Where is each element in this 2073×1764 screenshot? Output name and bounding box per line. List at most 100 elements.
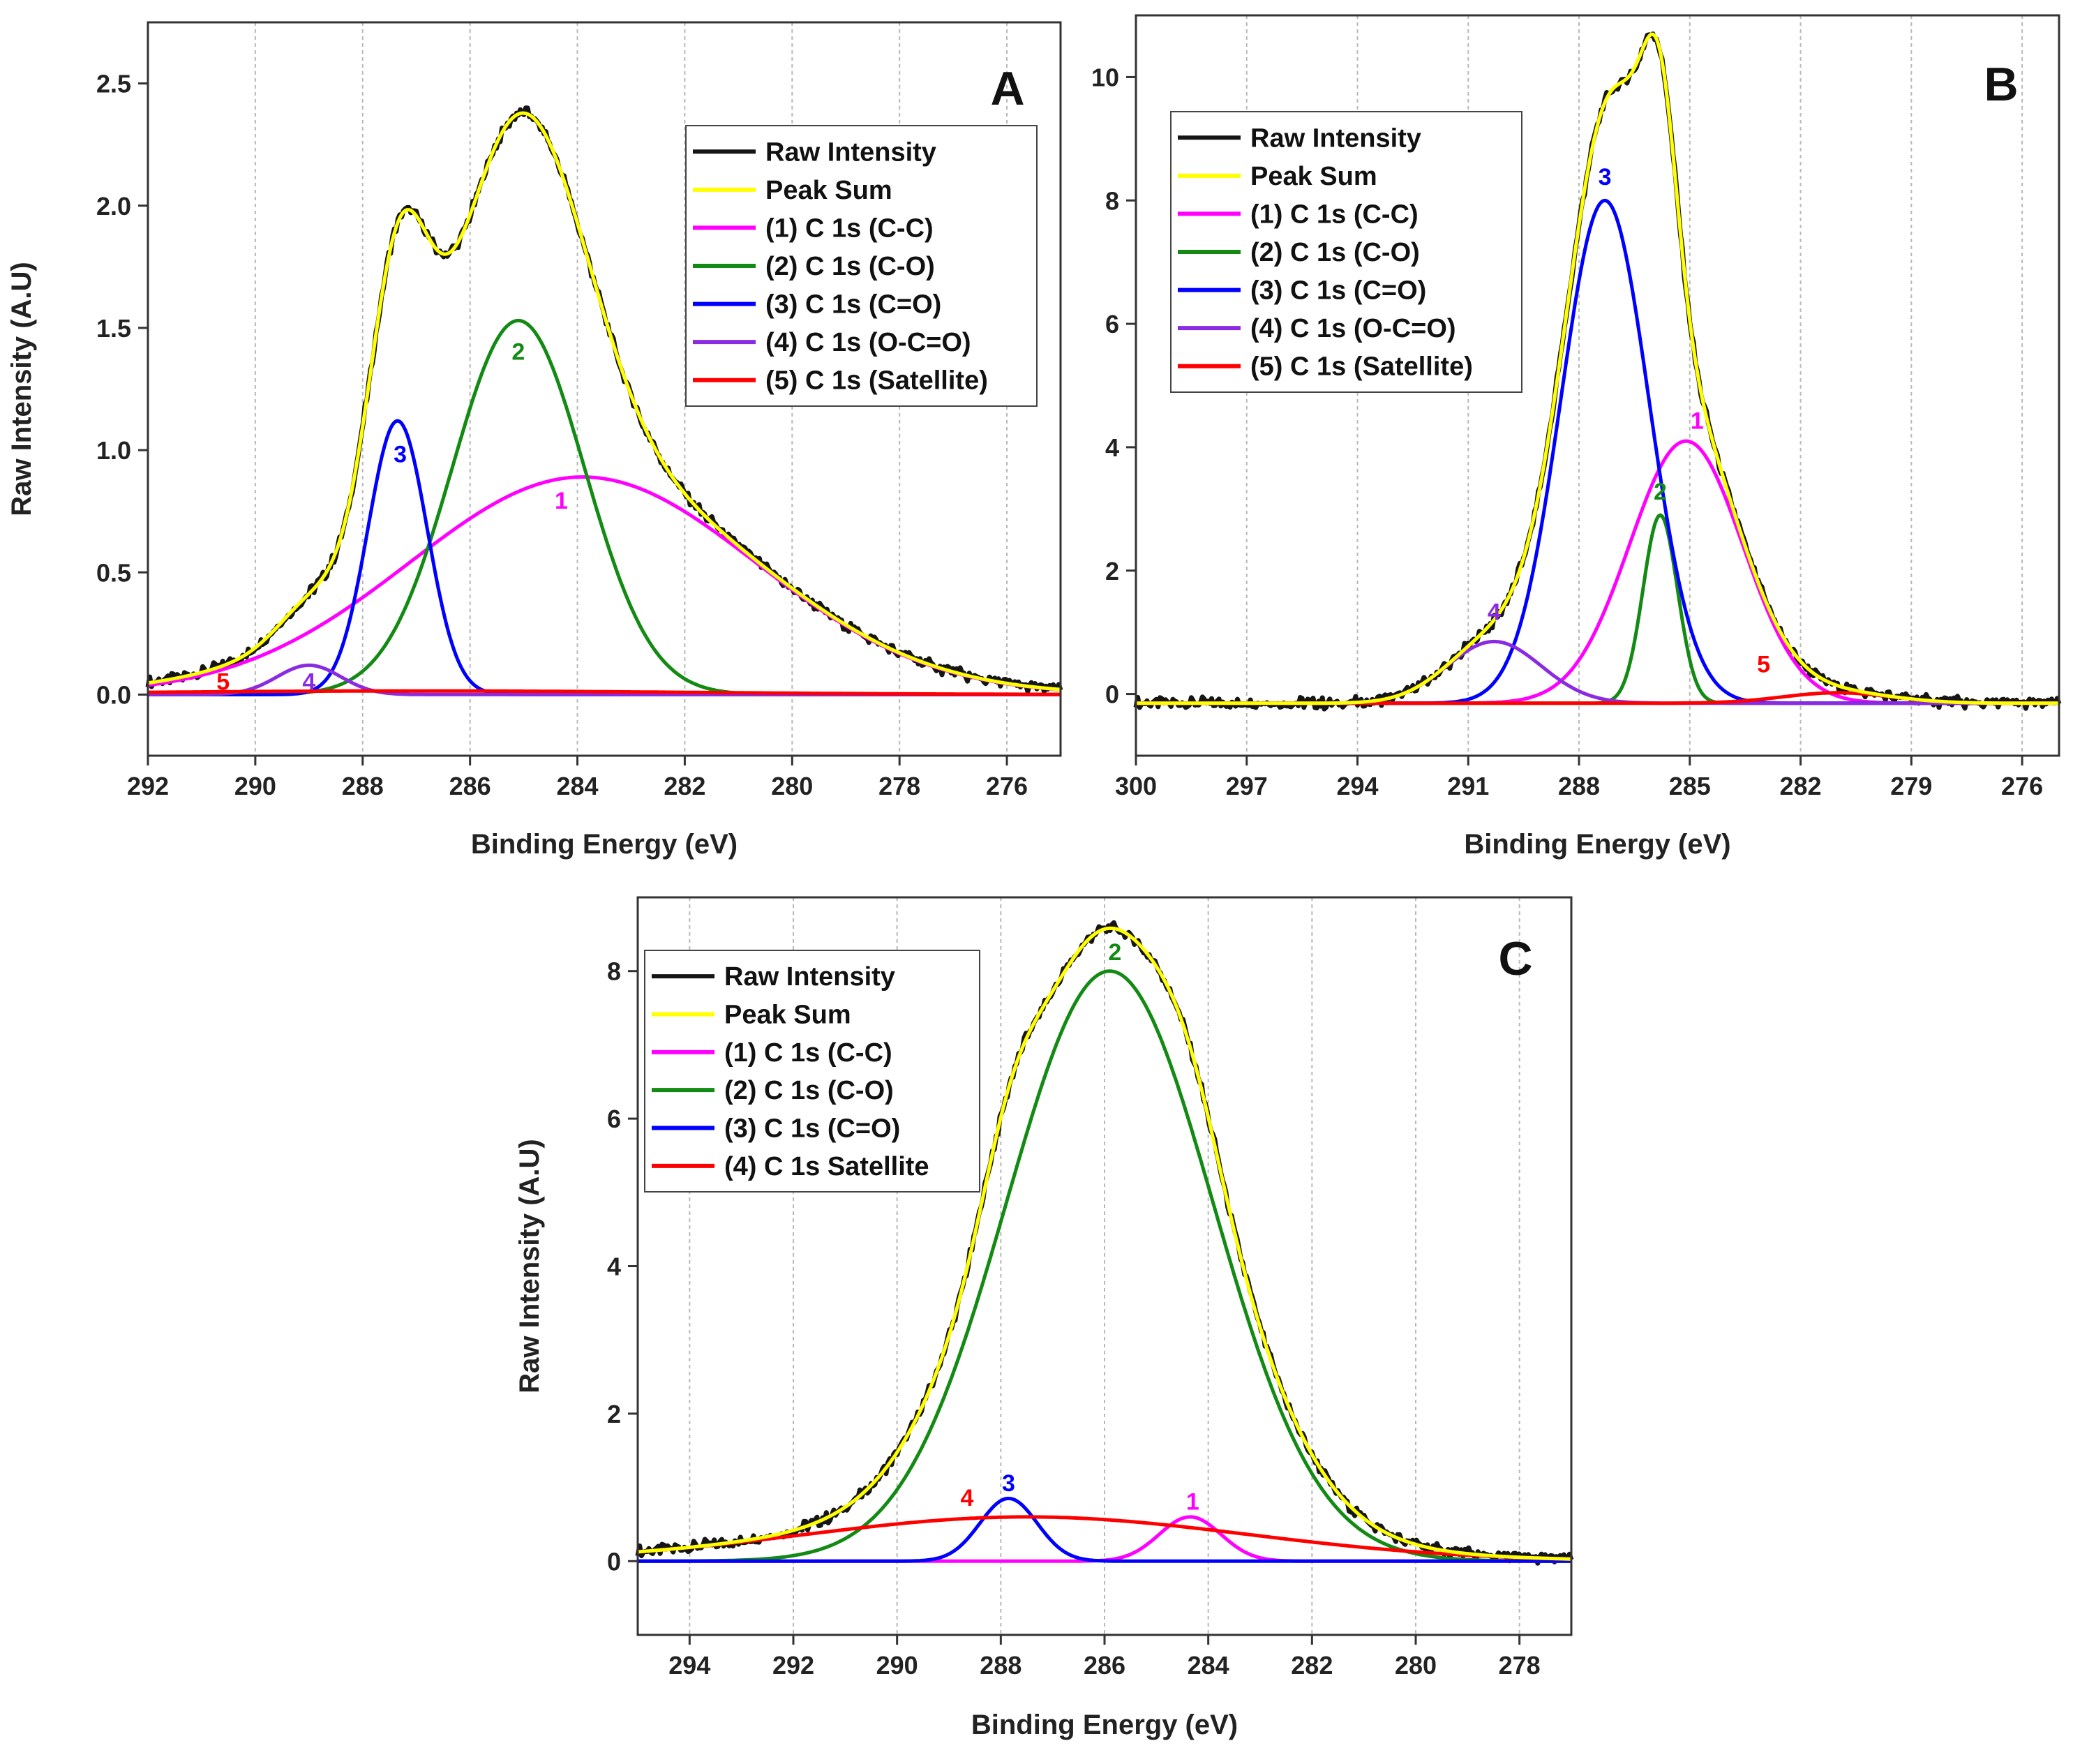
panel-b-chart: 1 2 3 4 5 300 297 294 291 288 285 282 279 276 0 2 4 6 8 10 B…: [1091, 14, 2062, 860]
y-tick-label: 2.0: [96, 192, 131, 221]
y-tick-label: 1.0: [96, 436, 131, 465]
x-tick-label: 279: [1890, 772, 1932, 800]
x-tick-label: 300: [1115, 772, 1157, 800]
component-line-4: [637, 1515, 1571, 1561]
component-line-5: [147, 689, 1061, 696]
legend-entry: (3) C 1s (C=O): [724, 1114, 900, 1144]
x-tick-label: 280: [771, 772, 813, 800]
y-axis-title: Raw Intensity (A.U): [6, 262, 37, 516]
y-tick-label: 8: [1105, 186, 1119, 215]
legend-entry: Raw Intensity: [1250, 124, 1421, 153]
peak-label-5: 5: [216, 668, 230, 695]
x-tick-label: 294: [668, 1651, 710, 1680]
x-tick-label: 297: [1226, 772, 1268, 800]
x-tick-label: 288: [342, 772, 384, 800]
legend-entry: (5) C 1s (Satellite): [765, 366, 988, 396]
x-tick-label: 292: [127, 772, 169, 800]
peak-label-3: 3: [1599, 164, 1612, 190]
y-tick-label: 4: [1105, 433, 1119, 462]
x-tick-label: 278: [878, 772, 920, 800]
peak-label-4: 4: [302, 668, 315, 695]
legend-entry: Raw Intensity: [765, 137, 936, 167]
y-tick-label: 0: [607, 1547, 621, 1576]
y-tick-label: 2: [1105, 557, 1119, 585]
legend-entry: Raw Intensity: [724, 962, 895, 992]
y-tick-label: 0.5: [96, 558, 131, 587]
plot-frame: [1135, 14, 2060, 757]
peak-sum-line: [637, 926, 1572, 1561]
peak-label-3: 3: [394, 442, 407, 468]
x-tick-label: 285: [1669, 772, 1711, 800]
y-tick-label: 6: [1105, 310, 1119, 338]
panel-letter: C: [1498, 932, 1532, 985]
component-line-3: [638, 1497, 1571, 1563]
peak-label-2: 2: [1654, 479, 1667, 505]
y-tick-label: 10: [1091, 63, 1119, 91]
peak-label-5: 5: [1757, 652, 1770, 678]
component-line-2: [638, 969, 1571, 1563]
x-tick-label: 292: [772, 1651, 814, 1680]
y-tick-label: 4: [607, 1253, 621, 1281]
x-axis-title: Binding Energy (eV): [971, 1710, 1238, 1740]
x-tick-label: 284: [556, 772, 598, 800]
x-tick-label: 290: [234, 772, 276, 800]
legend-entry: (2) C 1s (C-O): [724, 1076, 894, 1105]
y-axis-title: Raw Intensity (A.U): [514, 1139, 545, 1393]
legend-box: [644, 950, 980, 1193]
x-tick-label: 276: [986, 772, 1028, 800]
y-tick-label: 0: [1105, 680, 1119, 709]
peak-label-4: 4: [1488, 599, 1501, 625]
x-tick-label: 278: [1499, 1651, 1541, 1680]
legend-entry: (3) C 1s (C=O): [1250, 276, 1426, 306]
peak-label-1: 1: [1691, 408, 1704, 434]
legend-entry: Peak Sum: [724, 1001, 851, 1030]
legend-entry: (4) C 1s (O-C=O): [765, 328, 971, 357]
peak-label-2: 2: [511, 338, 525, 365]
x-tick-label: 282: [1291, 1651, 1333, 1680]
x-tick-label: 284: [1188, 1651, 1229, 1680]
peak-label-2: 2: [1108, 939, 1121, 966]
y-tick-label: 0.0: [96, 680, 131, 709]
x-tick-label: 291: [1447, 772, 1489, 800]
peak-label-1: 1: [555, 488, 568, 514]
y-tick-label: 1.5: [96, 314, 131, 343]
x-tick-label: 286: [1084, 1651, 1125, 1680]
y-tick-label: 2.5: [96, 70, 131, 98]
x-tick-label: 294: [1336, 772, 1378, 800]
legend-entry: (5) C 1s (Satellite): [1250, 352, 1473, 382]
panel-letter: B: [1984, 58, 2018, 111]
panel-letter: A: [990, 62, 1024, 115]
legend-entry: (2) C 1s (C-O): [765, 252, 935, 281]
x-axis-title: Binding Energy (eV): [471, 829, 738, 860]
legend-entry: (1) C 1s (C-C): [724, 1038, 892, 1068]
panel-c-chart: 1 2 3 4 294 292 290 288 286 284 282 280 278 0 2 4 6 8 Bind…: [514, 896, 1574, 1740]
legend-entry: (4) C 1s Satellite: [724, 1152, 929, 1181]
y-tick-label: 2: [607, 1400, 621, 1428]
x-tick-label: 286: [449, 772, 491, 800]
y-tick-label: 8: [607, 957, 621, 986]
legend-entry: (2) C 1s (C-O): [1250, 238, 1420, 267]
legend-entry: (4) C 1s (O-C=O): [1250, 314, 1456, 343]
legend-entry: (1) C 1s (C-C): [765, 214, 934, 243]
x-tick-label: 290: [876, 1651, 918, 1680]
peak-sum-line: [147, 111, 1061, 692]
x-tick-label: 288: [980, 1651, 1021, 1680]
peak-sum-line: [1136, 32, 2059, 705]
legend-entry: (1) C 1s (C-C): [1250, 200, 1419, 229]
peak-label-3: 3: [1002, 1470, 1015, 1497]
panel-a-chart: 1 2 3 4 5 292 290 288 286 284 282 280 278 276 0.0 0.5 1.…: [6, 21, 1063, 860]
y-tick-label: 6: [607, 1105, 621, 1133]
plot-frame: [147, 21, 1062, 757]
x-axis-title: Binding Energy (eV): [1464, 829, 1730, 860]
x-tick-label: 282: [664, 772, 705, 800]
legend-entry: (3) C 1s (C=O): [765, 290, 941, 320]
x-tick-label: 276: [2001, 772, 2043, 800]
x-tick-label: 282: [1780, 772, 1822, 800]
legend-entry: Peak Sum: [1250, 162, 1377, 191]
x-tick-label: 288: [1558, 772, 1600, 800]
peak-label-4: 4: [961, 1485, 974, 1511]
peak-label-1: 1: [1186, 1488, 1199, 1515]
x-tick-label: 280: [1395, 1651, 1437, 1680]
legend-entry: Peak Sum: [765, 176, 892, 205]
